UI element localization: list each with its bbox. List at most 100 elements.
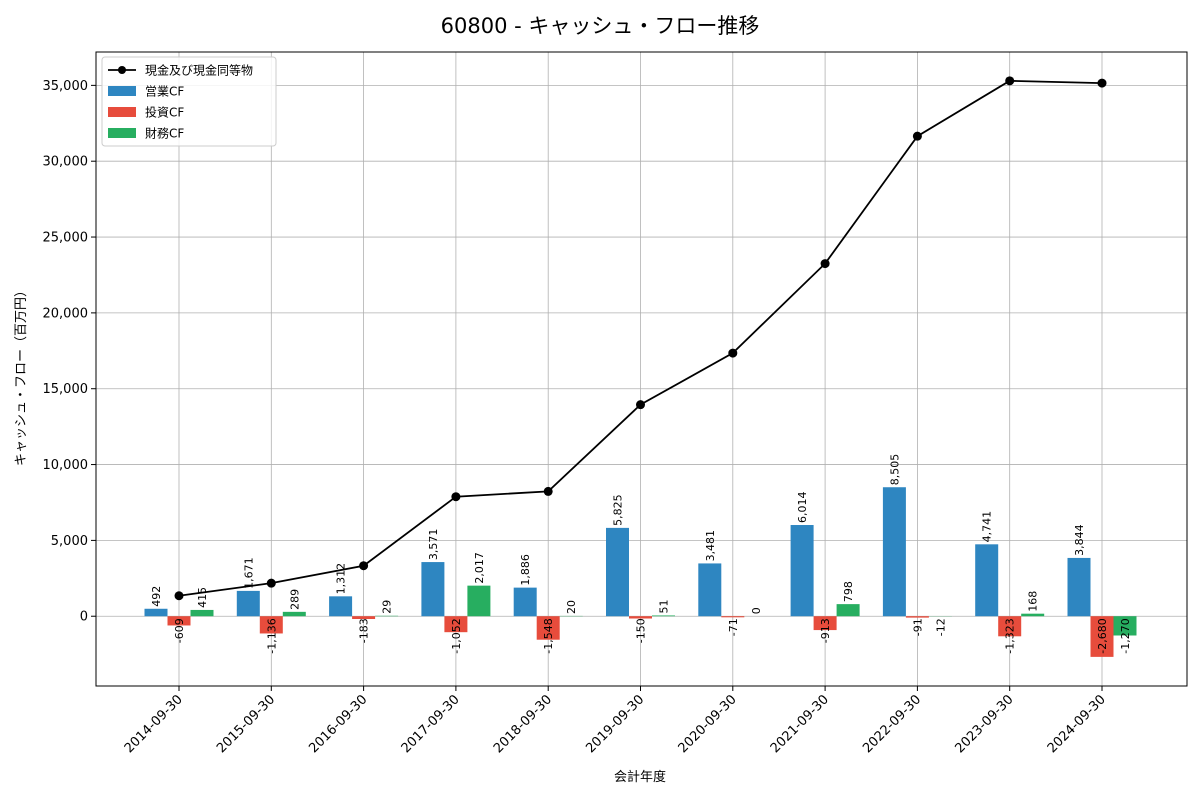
- bar: [1021, 613, 1045, 617]
- bar: [721, 616, 745, 618]
- bar-data-label: 415: [196, 587, 209, 608]
- cash-point: [451, 492, 461, 502]
- bar-data-label: 4,741: [981, 511, 994, 543]
- y-tick-label: 15,000: [43, 382, 89, 397]
- bar: [167, 616, 191, 626]
- x-tick-label: 2021-09-30: [768, 692, 832, 756]
- x-tick-label: 2017-09-30: [399, 692, 463, 756]
- bar: [467, 585, 491, 617]
- bar-data-label: -91: [911, 618, 924, 636]
- x-axis-ticks: 2014-09-30 2015-09-30 2016-09-30 2017-09-30…: [122, 686, 1109, 756]
- bar-data-label: -71: [727, 618, 740, 636]
- y-tick-label: 5,000: [51, 534, 88, 549]
- bar-data-label: 798: [842, 581, 855, 602]
- y-tick-label: 20,000: [43, 306, 89, 321]
- bar-data-label: 51: [658, 599, 671, 613]
- bar-data-label: -2,680: [1096, 618, 1109, 653]
- bar: [813, 616, 837, 631]
- bar-data-label: 5,825: [612, 494, 625, 526]
- bar: [698, 563, 722, 617]
- bar-series: [144, 487, 1091, 617]
- x-tick-label: 2016-09-30: [306, 692, 370, 756]
- cash-point: [820, 259, 830, 269]
- bar-data-label: -12: [934, 618, 947, 636]
- bar: [259, 616, 283, 634]
- legend-label: 営業CF: [145, 85, 184, 99]
- chart-title: 60800 - キャッシュ・フロー推移: [441, 14, 760, 38]
- bar-data-label: 0: [750, 607, 763, 614]
- bar-data-label: 3,481: [704, 530, 717, 562]
- bar-data-label: 8,505: [888, 454, 901, 486]
- bar-series: [190, 585, 1137, 636]
- bar: [629, 616, 652, 619]
- bar: [1067, 557, 1091, 617]
- bar-data-label: 168: [1027, 591, 1040, 612]
- plot-area: 492 1,671 1,312 3,571 1,886 5,825 3,481 6,014 8,…: [43, 51, 1188, 756]
- x-tick-label: 2022-09-30: [860, 692, 924, 756]
- bar: [236, 590, 260, 617]
- legend-box: [101, 56, 277, 147]
- bar-data-label: 1,671: [242, 557, 255, 589]
- legend-bar-swatch: [108, 107, 136, 117]
- x-tick-label: 2015-09-30: [214, 692, 278, 756]
- bar-data-label: -183: [358, 618, 371, 643]
- bar: [606, 527, 629, 617]
- bar: [882, 487, 906, 617]
- y-tick-label: 0: [80, 610, 88, 625]
- bar-data-label: 1,312: [335, 563, 348, 595]
- x-axis-title: 会計年度: [614, 769, 666, 785]
- x-tick-label: 2024-09-30: [1045, 692, 1109, 756]
- bar: [421, 562, 445, 617]
- bar-data-label: 3,571: [427, 529, 440, 561]
- y-axis-ticks: 0 5,000 10,000 15,000 20,000 25,000 30,000 35,0…: [43, 79, 96, 625]
- bar-series: [167, 616, 1114, 657]
- x-tick-label: 2020-09-30: [676, 692, 740, 756]
- bar: [905, 616, 929, 618]
- bar-data-label: -1,052: [450, 618, 463, 653]
- grid-lines: [96, 52, 1187, 686]
- cash-point: [728, 348, 738, 358]
- bar-data-label: 289: [288, 589, 301, 610]
- bar: [352, 616, 376, 620]
- bar-data-label: 2,017: [473, 552, 486, 584]
- bar: [513, 587, 537, 617]
- bar: [144, 608, 168, 617]
- cash-point: [1097, 78, 1107, 88]
- bar-data-label: -609: [173, 618, 186, 643]
- cash-point: [359, 561, 369, 571]
- y-tick-label: 25,000: [43, 231, 89, 246]
- bar: [329, 596, 353, 617]
- bar-data-label: 20: [565, 600, 578, 614]
- bar: [190, 609, 214, 617]
- cash-point: [174, 591, 184, 601]
- line-series-group: [174, 76, 1107, 601]
- bar-data-label: 1,886: [519, 554, 532, 586]
- cash-point: [1005, 76, 1015, 86]
- bar-data-label: 6,014: [796, 492, 809, 524]
- x-tick-label: 2019-09-30: [583, 692, 647, 756]
- bar: [998, 616, 1022, 637]
- bar-data-label: -1,323: [1004, 618, 1017, 653]
- y-tick-label: 10,000: [43, 458, 89, 473]
- bar: [836, 604, 860, 617]
- y-axis-title: キャッシュ・フロー（百万円）: [14, 284, 29, 466]
- bar: [282, 611, 306, 617]
- bar: [444, 616, 468, 633]
- cash-point: [636, 400, 645, 410]
- bar-data-label: -150: [635, 618, 648, 643]
- legend-bar-swatch: [108, 86, 136, 96]
- plot-frame: [95, 51, 1188, 687]
- x-tick-label: 2023-09-30: [952, 692, 1016, 756]
- bar-data-labels: 492 1,671 1,312 3,571 1,886 5,825 3,481 6,014 8,…: [150, 454, 1132, 654]
- legend-label: 投資CF: [145, 105, 184, 120]
- cash-point: [543, 486, 553, 496]
- legend-bar-swatch: [108, 128, 136, 138]
- bar-data-label: 492: [150, 586, 163, 607]
- bar-data-label: 3,844: [1073, 524, 1086, 556]
- bar-data-label: -1,136: [265, 618, 278, 653]
- bars: [144, 487, 1137, 657]
- bar-data-label: 29: [381, 600, 394, 614]
